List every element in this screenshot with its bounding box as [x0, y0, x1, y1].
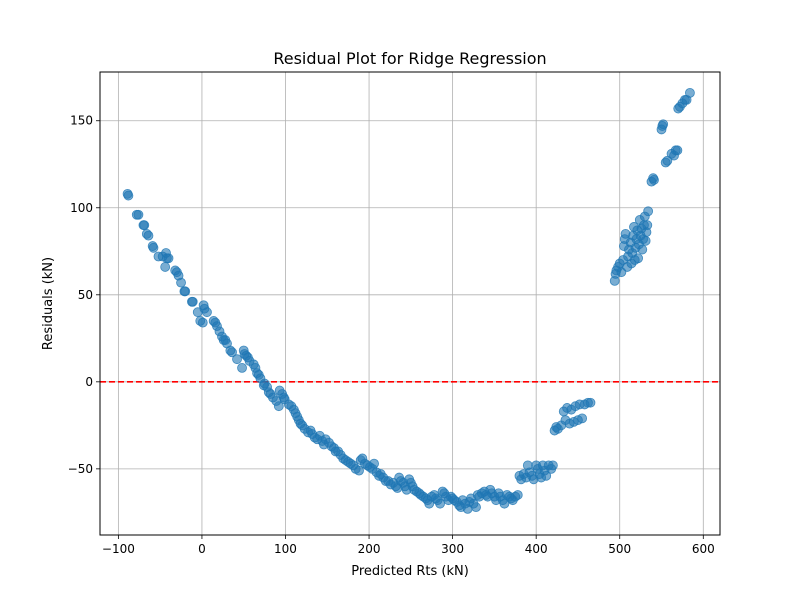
- scatter-point: [642, 220, 653, 231]
- scatter-point: [354, 465, 364, 476]
- axis-ticks: −100 0 100 200 300 400 500 600 −50 0 50 100 150: [68, 114, 715, 556]
- scatter-point: [685, 87, 695, 98]
- scatter-point: [471, 502, 481, 513]
- x-tick-label: 500: [608, 542, 631, 556]
- scatter-point: [202, 307, 212, 318]
- scatter-point: [160, 262, 171, 272]
- scatter-point: [541, 470, 552, 481]
- scatter-point: [649, 175, 659, 185]
- y-axis-label: Residuals (kN): [41, 257, 56, 350]
- scatter-point: [512, 490, 523, 500]
- scatter-point: [585, 397, 596, 408]
- scatter-point: [143, 230, 154, 241]
- scatter-point: [658, 119, 669, 130]
- scatter-point: [123, 190, 134, 201]
- chart-title: Residual Plot for Ridge Regression: [273, 49, 546, 68]
- scatter-point: [577, 413, 588, 424]
- y-tick-label: −50: [68, 462, 93, 476]
- y-tick-label: 0: [85, 375, 93, 389]
- scatter-point: [547, 460, 558, 471]
- scatter-point: [176, 277, 186, 288]
- scatter-point: [633, 253, 644, 264]
- x-tick-label: 300: [441, 542, 464, 556]
- scatter-point: [640, 235, 651, 246]
- scatter-point: [197, 317, 208, 328]
- scatter-point: [637, 244, 648, 255]
- plot-area-frame: [99, 71, 721, 536]
- scatter-point: [672, 145, 683, 156]
- x-tick-label: 100: [274, 542, 297, 556]
- scatter-point: [237, 363, 247, 373]
- scatter-point: [643, 206, 654, 217]
- scatter-point: [148, 242, 159, 253]
- scatter-point: [232, 354, 242, 365]
- x-tick-label: 600: [692, 542, 715, 556]
- y-tick-label: 100: [70, 201, 93, 215]
- y-tick-label: 50: [78, 288, 93, 302]
- x-tick-label: 400: [525, 542, 548, 556]
- x-tick-label: 200: [358, 542, 381, 556]
- scatter-point: [369, 458, 379, 469]
- scatter-point: [435, 498, 445, 509]
- scatter-point: [273, 401, 284, 412]
- data-points: [122, 87, 695, 514]
- scatter-point: [227, 347, 237, 358]
- y-tick-label: 150: [70, 114, 93, 128]
- x-tick-label: 0: [198, 542, 206, 556]
- scatter-point: [187, 296, 198, 307]
- scatter-point: [180, 286, 191, 297]
- scatter-point: [139, 220, 150, 231]
- x-axis-label: Predicted Rts (kN): [351, 564, 469, 579]
- scatter-point: [163, 253, 174, 264]
- scatter-point: [133, 209, 144, 220]
- x-tick-label: −100: [102, 542, 135, 556]
